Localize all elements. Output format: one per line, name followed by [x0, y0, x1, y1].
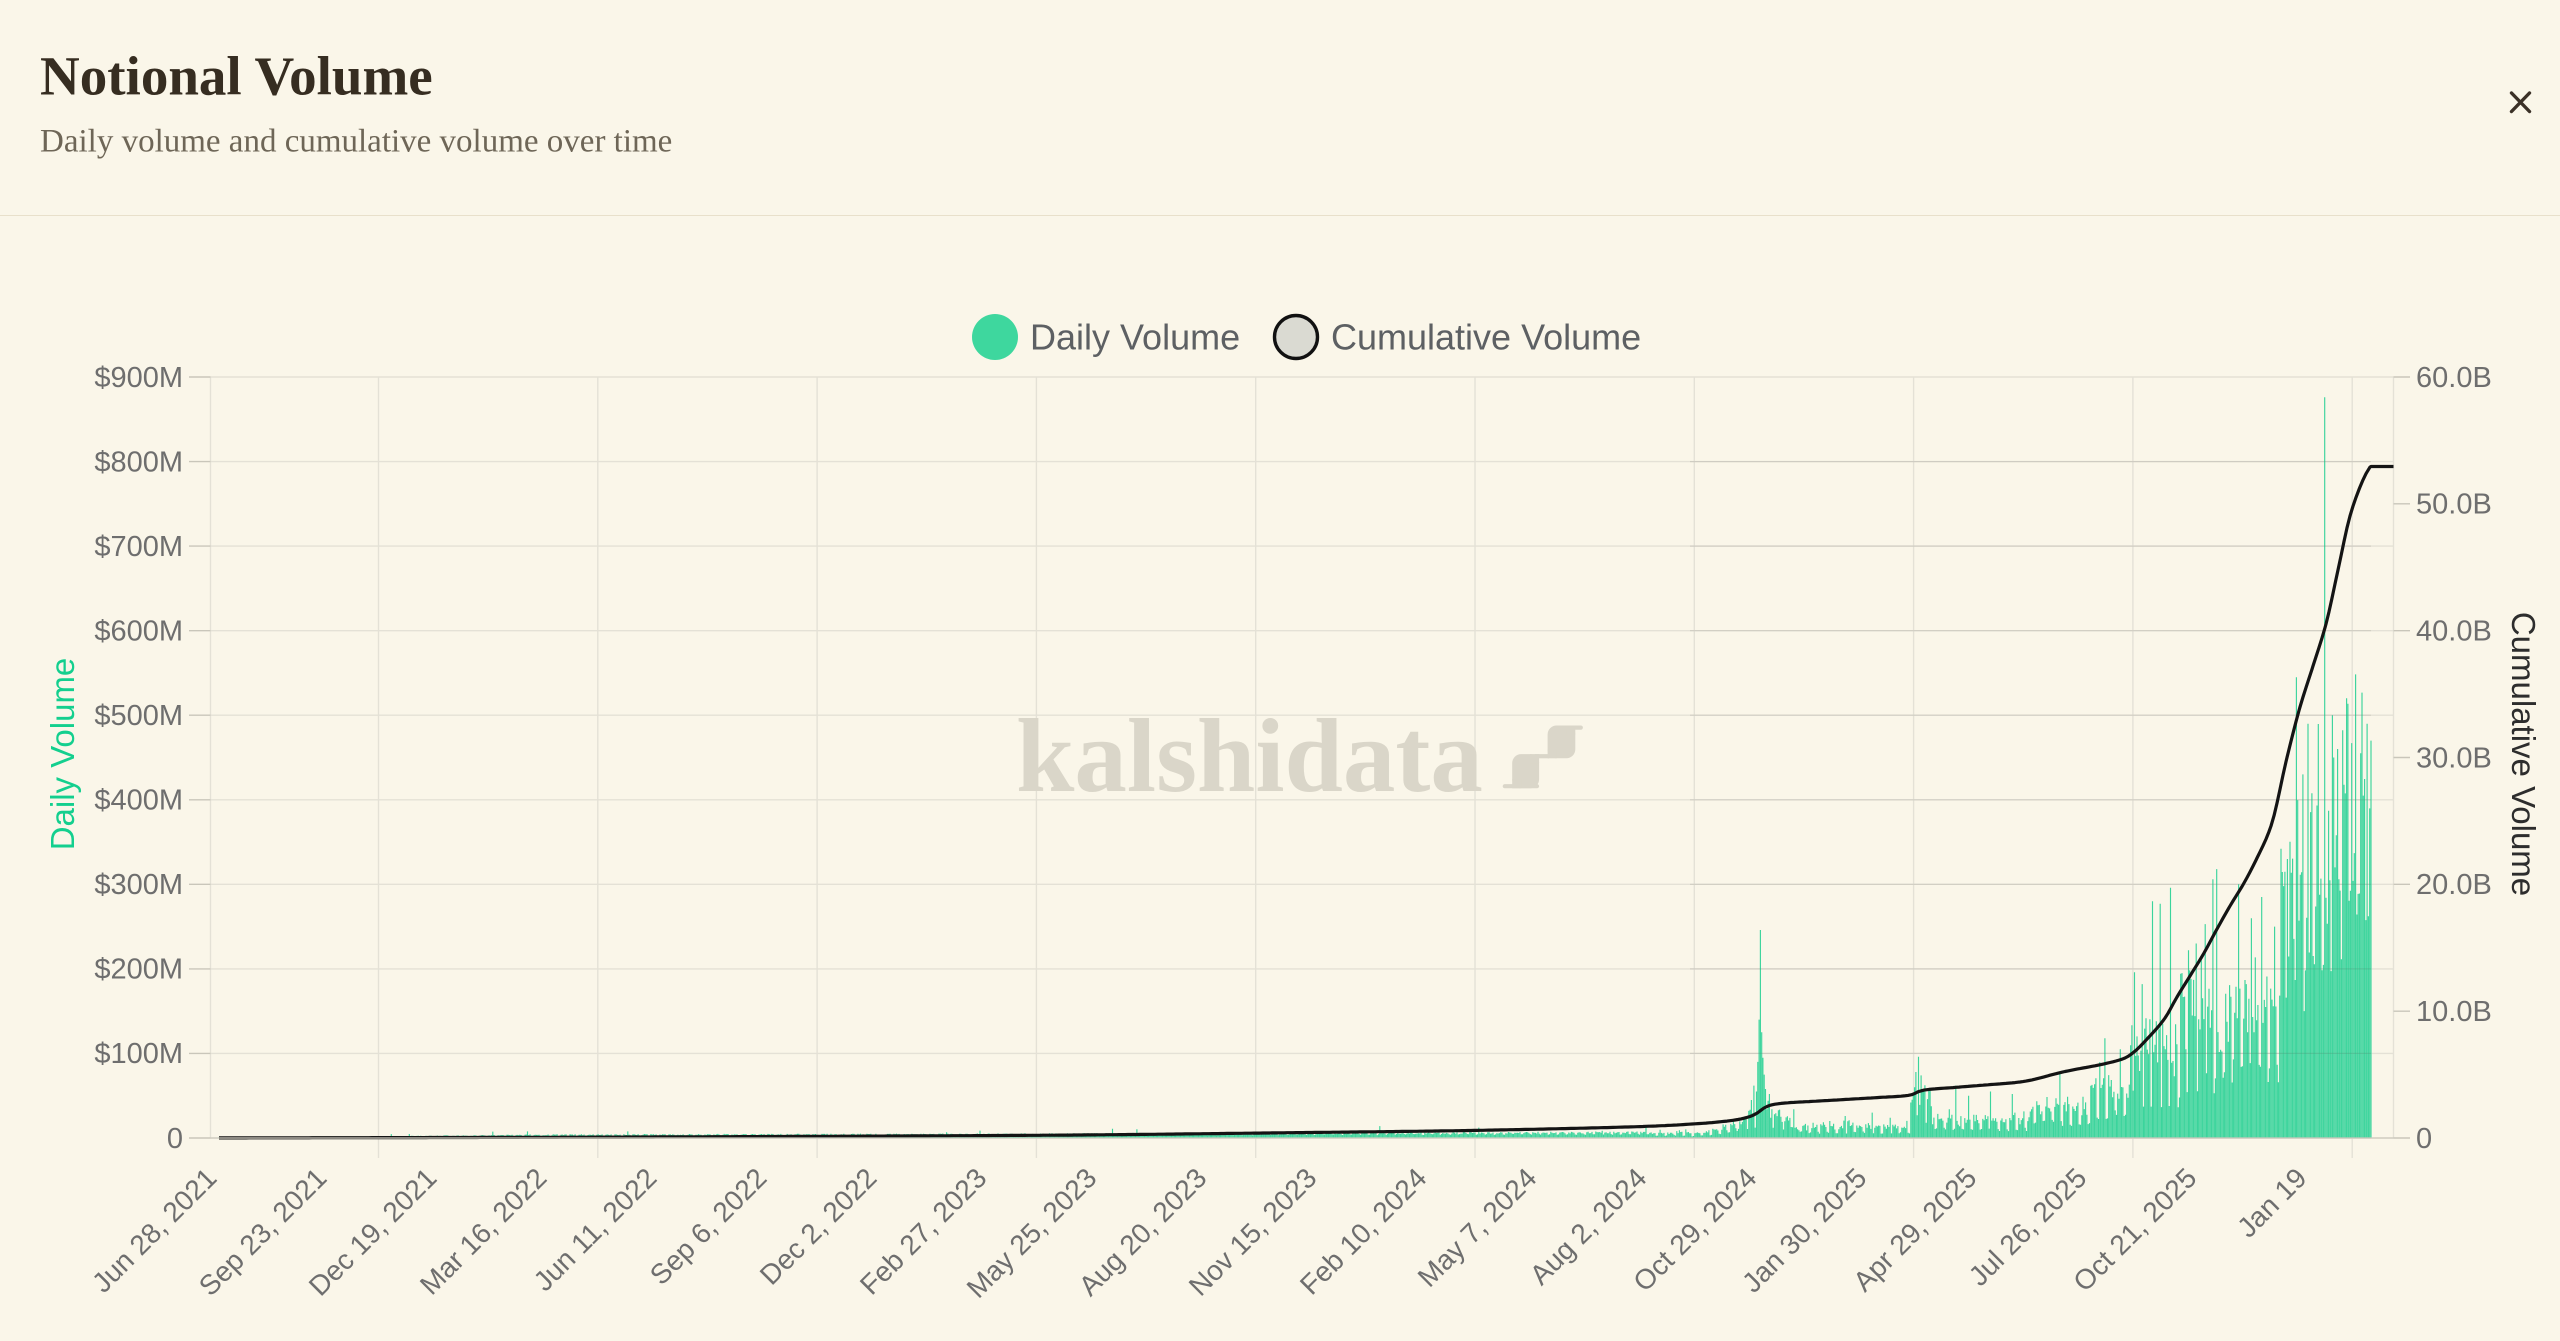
svg-text:$700M: $700M: [94, 531, 183, 563]
svg-text:$100M: $100M: [94, 1038, 183, 1070]
svg-text:Daily volume and cumulative vo: Daily volume and cumulative volume over …: [40, 124, 672, 160]
svg-text:0: 0: [167, 1123, 183, 1155]
svg-text:May 7, 2024: May 7, 2024: [1412, 1162, 1543, 1293]
svg-text:$900M: $900M: [94, 362, 183, 394]
svg-text:$300M: $300M: [94, 869, 183, 901]
svg-text:50.0B: 50.0B: [2416, 489, 2492, 521]
svg-text:$600M: $600M: [94, 616, 183, 648]
svg-text:$800M: $800M: [94, 446, 183, 478]
svg-text:Daily Volume: Daily Volume: [44, 658, 81, 851]
svg-text:$400M: $400M: [94, 785, 183, 817]
svg-text:$500M: $500M: [94, 700, 183, 732]
svg-text:10.0B: 10.0B: [2416, 996, 2492, 1028]
svg-text:Jan 19: Jan 19: [2231, 1162, 2312, 1243]
svg-text:0: 0: [2416, 1123, 2432, 1155]
svg-text:30.0B: 30.0B: [2416, 742, 2492, 774]
svg-text:Notional Volume: Notional Volume: [40, 46, 433, 107]
svg-text:60.0B: 60.0B: [2416, 362, 2492, 394]
svg-text:Daily Volume: Daily Volume: [1030, 317, 1240, 358]
svg-text:$200M: $200M: [94, 954, 183, 986]
svg-text:Sep 6, 2022: Sep 6, 2022: [644, 1162, 773, 1291]
svg-text:20.0B: 20.0B: [2416, 869, 2492, 901]
svg-text:40.0B: 40.0B: [2416, 616, 2492, 648]
svg-text:Cumulative Volume: Cumulative Volume: [2505, 612, 2542, 896]
svg-text:Cumulative Volume: Cumulative Volume: [1331, 317, 1641, 358]
svg-text:kalshidata: kalshidata: [1016, 697, 1483, 814]
